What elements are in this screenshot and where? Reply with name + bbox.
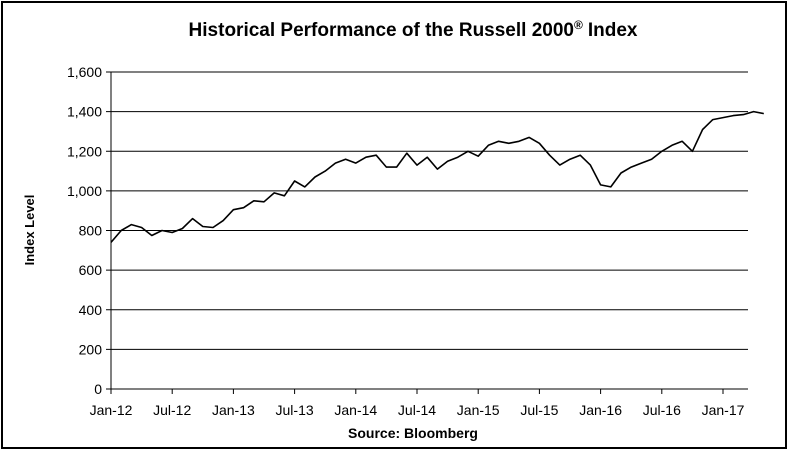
chart-title: Historical Performance of the Russell 20…	[189, 18, 638, 41]
x-tick-label: Jan-16	[579, 402, 622, 418]
x-tick-label: Jan-13	[212, 402, 255, 418]
y-tick-label: 1,400	[67, 104, 102, 120]
gridlines	[111, 71, 748, 390]
x-tick-label: Jan-17	[702, 402, 745, 418]
y-tick-label: 400	[79, 302, 103, 318]
chart-title-superscript: ®	[574, 18, 583, 32]
y-axis-title: Index Level	[22, 195, 37, 266]
chart-frame: Historical Performance of the Russell 20…	[1, 1, 787, 449]
x-tick-label: Jul-15	[520, 402, 558, 418]
x-tick-label: Jul-14	[398, 402, 436, 418]
chart-title-main: Historical Performance of the Russell 20…	[189, 20, 574, 41]
series-line-russell-2000	[110, 110, 764, 243]
x-tick-label: Jan-14	[334, 402, 377, 418]
x-axis-ticks: Jan-12 Jul-12 Jan-13 Jul-13 Jan-14 Jul-14 Jan-…	[90, 389, 745, 418]
x-tick-label: Jan-12	[90, 402, 133, 418]
chart-svg: Historical Performance of the Russell 20…	[22, 18, 764, 441]
chart-title-suffix: Index	[588, 20, 638, 41]
y-tick-label: 1,200	[67, 143, 102, 159]
y-axis-ticks: 1,600 1,400 1,200 1,000 800 600 400 200 0	[67, 64, 111, 397]
y-tick-label: 0	[94, 381, 102, 397]
x-tick-label: Jul-13	[276, 402, 314, 418]
y-tick-label: 200	[79, 341, 103, 357]
y-tick-label: 600	[79, 262, 103, 278]
x-tick-label: Jan-15	[457, 402, 500, 418]
x-tick-label: Jul-16	[643, 402, 681, 418]
x-tick-label: Jul-12	[153, 402, 191, 418]
y-tick-label: 1,600	[67, 64, 102, 80]
source-label: Source: Bloomberg	[348, 425, 478, 441]
y-tick-label: 1,000	[67, 183, 102, 199]
y-tick-label: 800	[79, 223, 103, 239]
